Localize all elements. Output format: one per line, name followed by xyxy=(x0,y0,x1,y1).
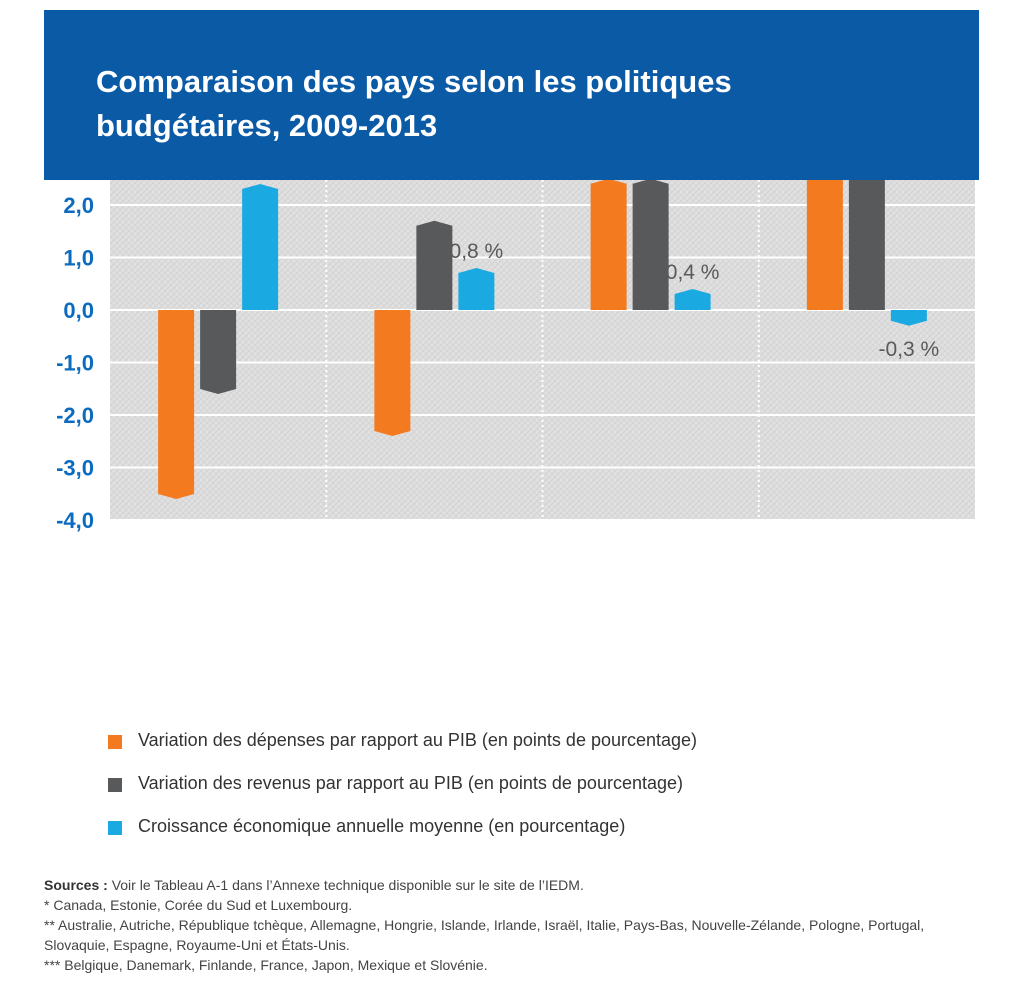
y-tick-label: 1,0 xyxy=(63,246,94,271)
legend-label: Variation des revenus par rapport au PIB… xyxy=(138,773,684,793)
bar xyxy=(416,220,453,310)
bar xyxy=(632,180,669,310)
bar xyxy=(590,180,627,310)
legend-label: Croissance économique annuelle moyenne (… xyxy=(138,816,626,836)
y-tick-label: -2,0 xyxy=(56,403,94,428)
y-tick-label: 0,0 xyxy=(63,298,94,323)
data-label: 0,8 % xyxy=(450,240,504,263)
bar-chart: 4,03,02,01,00,0-1,0-2,0-3,0-4,02,4 %0,8 … xyxy=(56,180,975,533)
legend-label: Variation des dépenses par rapport au PI… xyxy=(138,730,698,750)
title-banner: Comparaison des pays selon les politique… xyxy=(44,10,979,180)
bar xyxy=(806,180,843,310)
data-label: -0,3 % xyxy=(879,338,940,361)
bar xyxy=(890,310,927,326)
bar xyxy=(242,184,279,310)
bar xyxy=(200,310,237,394)
note-3: *** Belgique, Danemark, Finlande, France… xyxy=(44,957,488,973)
legend-swatch xyxy=(108,778,122,792)
bar xyxy=(848,180,885,310)
sources-label: Sources : xyxy=(44,877,108,893)
bar xyxy=(674,289,711,310)
bar xyxy=(458,268,495,310)
footnotes: Sources : Voir le Tableau A-1 dans l’Ann… xyxy=(44,875,979,975)
data-label: 0,4 % xyxy=(666,261,720,284)
y-tick-label: -4,0 xyxy=(56,508,94,533)
bar xyxy=(374,310,411,436)
y-tick-label: 2,0 xyxy=(63,193,94,218)
note-2: ** Australie, Autriche, République tchèq… xyxy=(44,917,925,953)
chart-title: Comparaison des pays selon les politique… xyxy=(96,64,732,143)
legend-swatch xyxy=(108,821,122,835)
note-1: * Canada, Estonie, Corée du Sud et Luxem… xyxy=(44,897,353,913)
bar xyxy=(158,310,195,499)
y-tick-label: -3,0 xyxy=(56,456,94,481)
y-tick-label: -1,0 xyxy=(56,351,94,376)
sources-note: Sources : Voir le Tableau A-1 dans l’Ann… xyxy=(44,875,979,895)
legend-swatch xyxy=(108,735,122,749)
sources-text: Voir le Tableau A-1 dans l’Annexe techni… xyxy=(107,877,584,893)
